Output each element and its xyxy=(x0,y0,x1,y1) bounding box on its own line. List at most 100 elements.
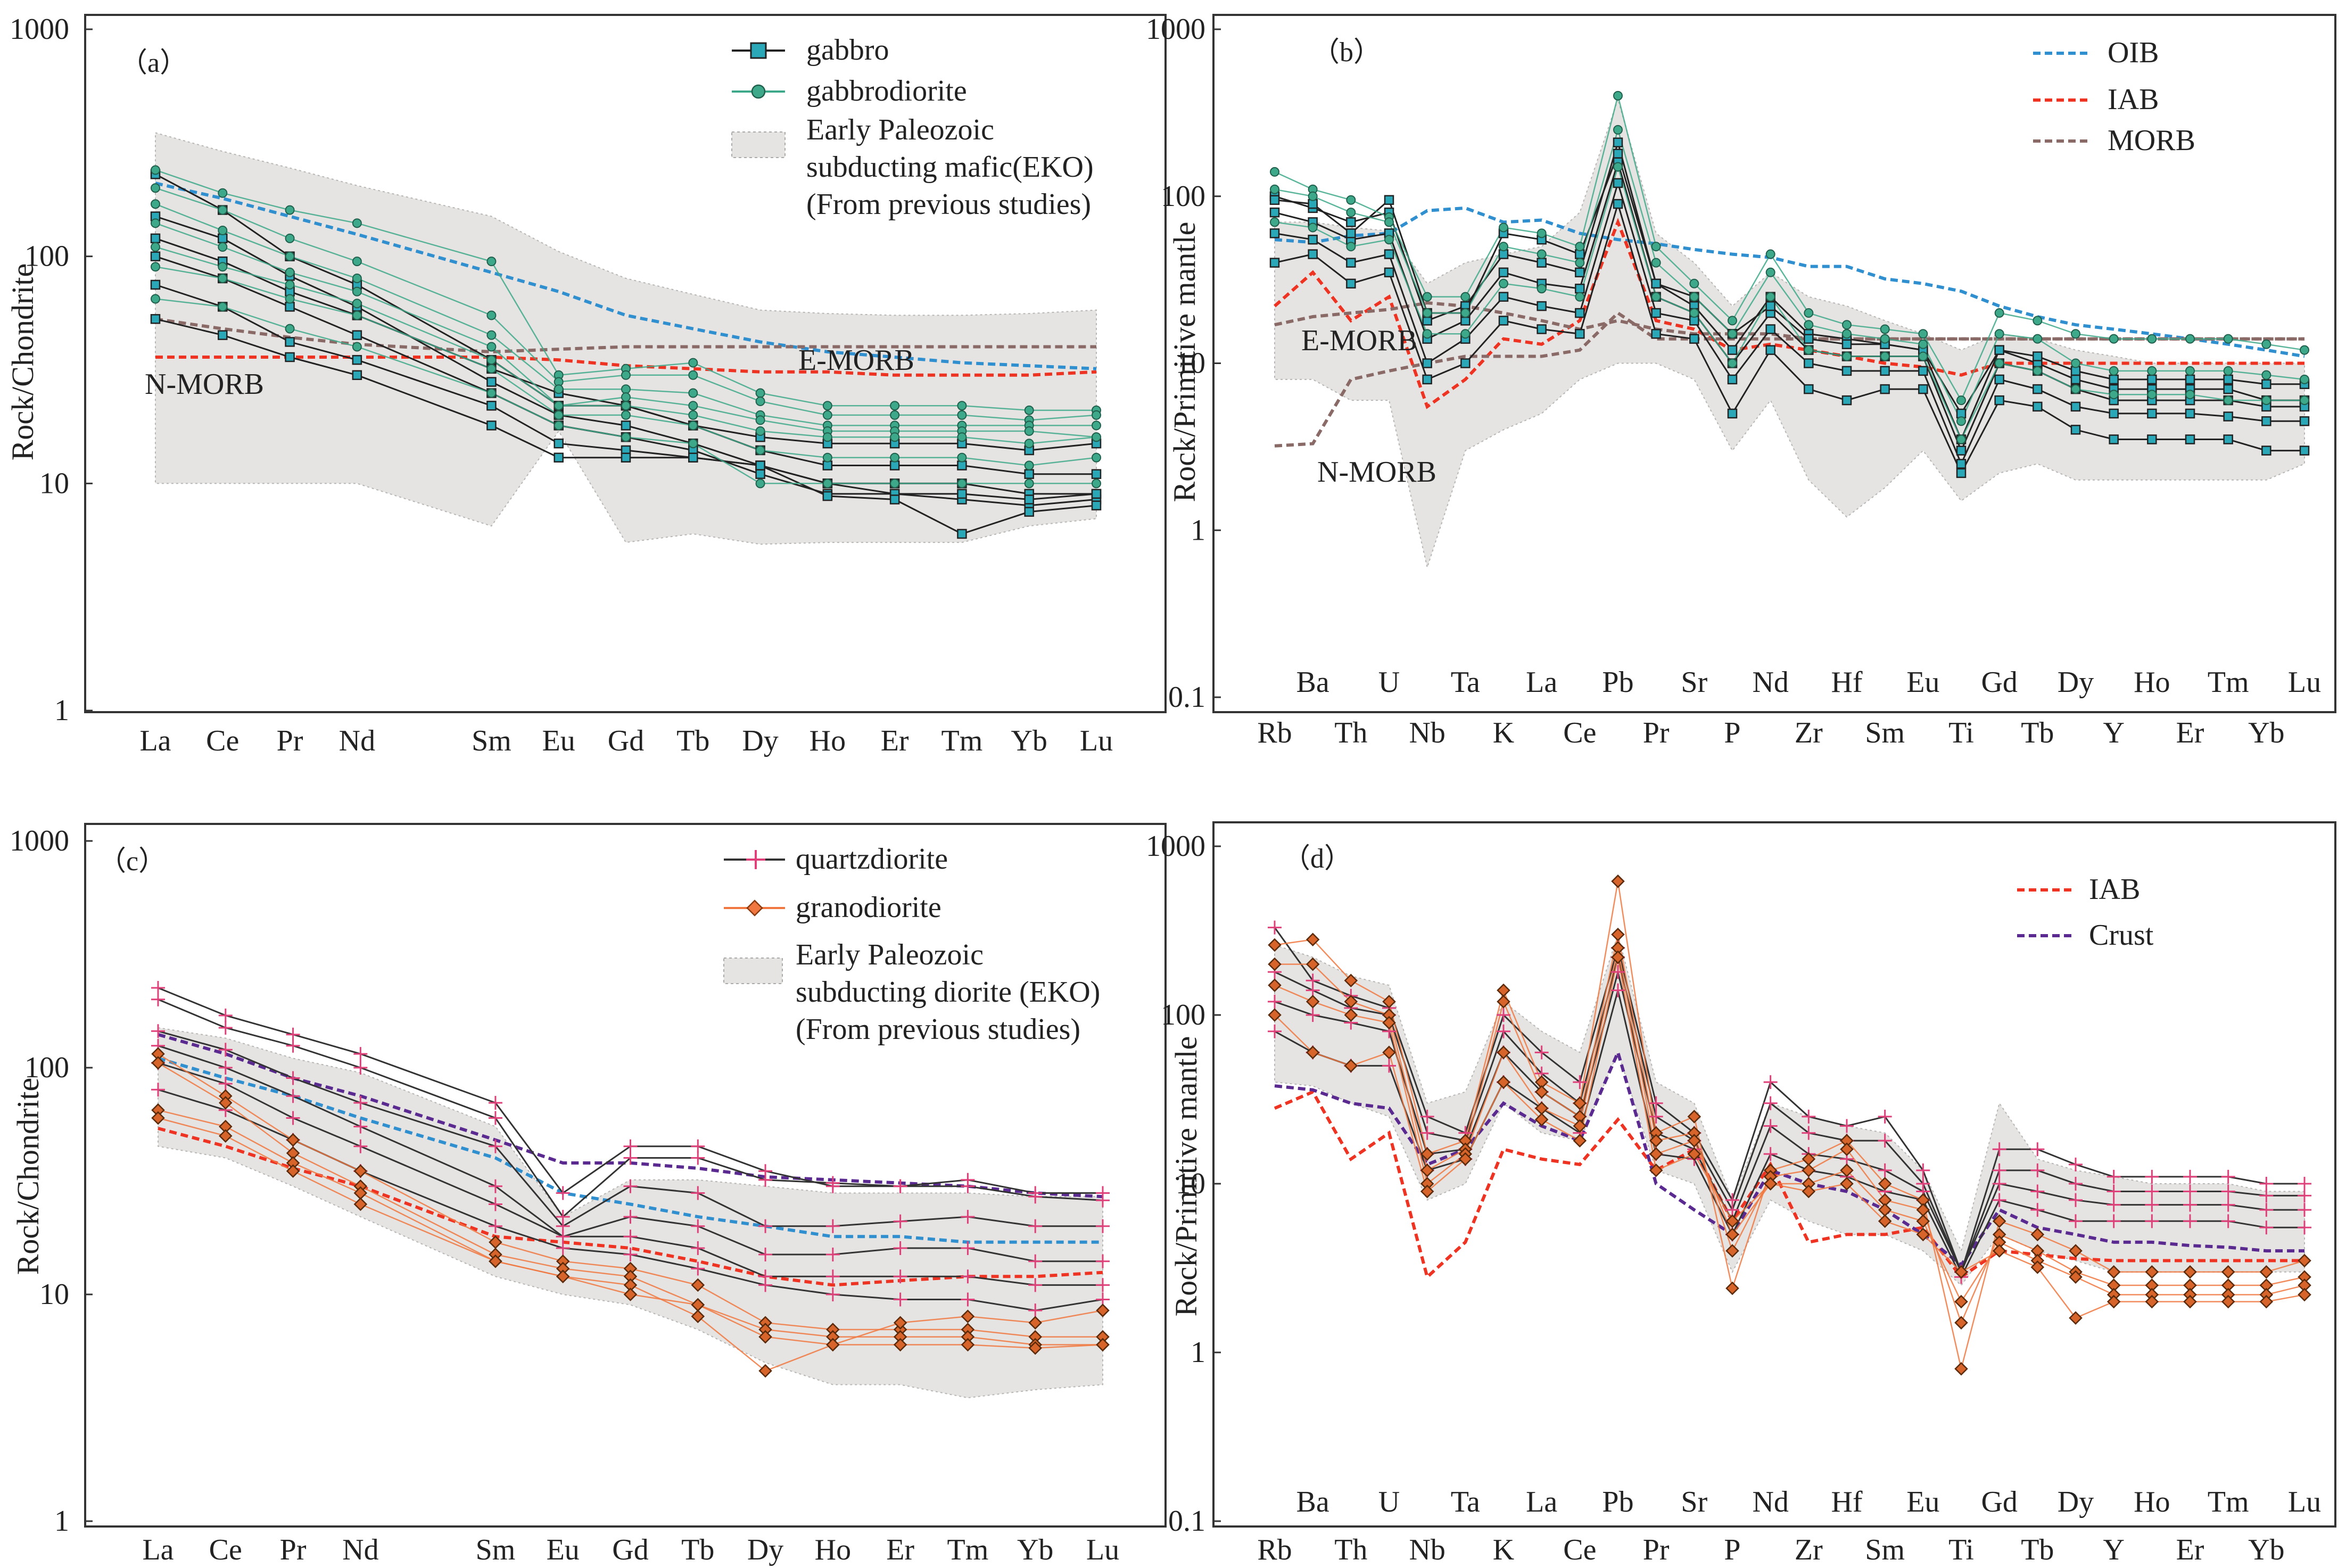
data-point-quartzdiorite xyxy=(353,1061,368,1075)
series-line-gabbro xyxy=(1274,201,2304,475)
y-tick-label: 1000 xyxy=(1146,13,1205,46)
y-tick-label: 100 xyxy=(24,240,69,273)
x-tick-label-bottom: Er xyxy=(2176,1533,2204,1566)
data-point-gabbrodiorite xyxy=(151,165,160,175)
data-point-quartzdiorite xyxy=(286,1038,300,1053)
data-point-gabbrodiorite xyxy=(2300,345,2309,355)
data-point-gabbro xyxy=(1384,267,1394,278)
data-point-gabbrodiorite xyxy=(285,233,295,243)
plot-frame xyxy=(84,14,1167,713)
data-point-granodiorite xyxy=(556,1269,570,1284)
data-point-granodiorite xyxy=(1534,1112,1549,1127)
x-tick-label-bottom: Ti xyxy=(1948,716,1974,749)
data-point-granodiorite xyxy=(1725,1214,1739,1228)
legend-field-line1: Early Paleozoic xyxy=(796,938,984,971)
x-tick-label-bottom: Rb xyxy=(1257,716,1292,749)
data-point-quartzdiorite xyxy=(1268,1024,1282,1038)
data-point-gabbrodiorite xyxy=(1537,284,1547,294)
data-point-gabbrodiorite xyxy=(1689,308,1699,318)
data-point-quartzdiorite xyxy=(556,1241,570,1256)
data-point-gabbro xyxy=(822,460,833,471)
x-tick-label-top: Sr xyxy=(1681,666,1707,699)
y-tick-label: 1000 xyxy=(10,13,69,46)
x-tick-label-bottom: P xyxy=(1724,716,1740,749)
data-point-granodiorite xyxy=(893,1338,907,1352)
data-point-gabbro xyxy=(1994,374,2004,385)
data-point-gabbrodiorite xyxy=(1956,434,1966,444)
data-point-granodiorite xyxy=(2298,1253,2311,1268)
data-point-gabbrodiorite xyxy=(1613,125,1623,135)
data-point-gabbro xyxy=(1575,329,1585,339)
data-point-gabbrodiorite xyxy=(822,410,832,420)
x-tick-label-top: Ta xyxy=(1451,1486,1480,1519)
series-line-gabbro xyxy=(155,318,1097,535)
data-point-granodiorite xyxy=(1306,957,1320,971)
data-point-gabbro xyxy=(1651,278,1661,289)
data-point-gabbrodiorite xyxy=(1765,249,1775,259)
data-point-granodiorite xyxy=(1687,1134,1701,1148)
data-point-quartzdiorite xyxy=(2069,1193,2083,1207)
data-point-gabbro xyxy=(1651,329,1661,339)
data-point-quartzdiorite xyxy=(353,1139,368,1153)
data-point-gabbro xyxy=(1269,195,1280,205)
legend-granodiorite-marker xyxy=(746,899,763,917)
x-tick-label-top: Ba xyxy=(1296,666,1329,699)
data-point-quartzdiorite xyxy=(1916,1163,1930,1177)
data-point-gabbrodiorite xyxy=(1804,320,1814,330)
series-line-gabbrodiorite xyxy=(155,298,1096,484)
data-point-quartzdiorite xyxy=(2107,1198,2121,1212)
data-point-quartzdiorite xyxy=(1028,1219,1043,1233)
data-point-gabbrodiorite xyxy=(1613,90,1623,101)
data-point-quartzdiorite xyxy=(1649,1109,1663,1124)
data-point-granodiorite xyxy=(2221,1294,2235,1309)
data-point-gabbrodiorite xyxy=(688,439,698,449)
data-point-quartzdiorite xyxy=(1306,1008,1320,1022)
series-line-quartzdiorite xyxy=(158,1062,1103,1286)
data-point-gabbrodiorite xyxy=(1092,432,1101,442)
reference-line-e-morb xyxy=(158,1057,1103,1244)
data-point-gabbrodiorite xyxy=(151,199,160,209)
data-point-gabbro xyxy=(957,529,967,539)
reference-line-crust xyxy=(1274,1047,2304,1267)
data-point-quartzdiorite xyxy=(758,1278,773,1292)
data-point-gabbrodiorite xyxy=(1460,329,1471,339)
series-line-gabbrodiorite xyxy=(155,187,1097,421)
x-tick-label-bottom: Nb xyxy=(1409,716,1445,749)
data-point-quartzdiorite xyxy=(1028,1303,1043,1318)
data-point-quartzdiorite xyxy=(1992,1163,2006,1177)
data-point-gabbro xyxy=(1651,308,1661,318)
data-point-gabbrodiorite xyxy=(890,452,900,463)
data-point-gabbrodiorite xyxy=(352,342,362,352)
series-line-granodiorite xyxy=(1274,957,2305,1319)
data-point-quartzdiorite xyxy=(2298,1203,2311,1217)
data-point-gabbro xyxy=(2185,408,2195,419)
data-point-quartzdiorite xyxy=(218,1008,233,1022)
data-point-gabbrodiorite xyxy=(486,388,497,398)
data-point-gabbro xyxy=(1613,137,1623,147)
data-point-granodiorite xyxy=(1268,957,1282,971)
data-point-gabbro xyxy=(1460,358,1471,368)
data-point-granodiorite xyxy=(1306,1045,1320,1060)
data-point-gabbrodiorite xyxy=(218,262,228,272)
data-point-gabbrodiorite xyxy=(285,267,295,277)
data-point-gabbrodiorite xyxy=(352,286,362,296)
data-point-granodiorite xyxy=(1649,1147,1663,1161)
y-tick-label: 1 xyxy=(1191,514,1205,547)
data-point-gabbrodiorite xyxy=(957,410,967,420)
data-point-gabbrodiorite xyxy=(352,299,362,309)
x-tick-label-top: Sr xyxy=(1681,1486,1707,1519)
data-point-quartzdiorite xyxy=(1420,1109,1434,1124)
data-point-gabbrodiorite xyxy=(2147,366,2157,376)
data-point-gabbrodiorite xyxy=(486,257,497,267)
data-point-gabbro xyxy=(2261,445,2271,456)
data-point-granodiorite xyxy=(1687,1147,1701,1161)
data-point-gabbrodiorite xyxy=(1024,405,1034,415)
data-point-quartzdiorite xyxy=(1763,1147,1778,1161)
data-point-granodiorite xyxy=(758,1330,772,1344)
data-point-granodiorite xyxy=(1878,1214,1892,1228)
data-point-gabbrodiorite xyxy=(1804,308,1814,318)
data-point-quartzdiorite xyxy=(151,1083,165,1097)
data-point-gabbro xyxy=(285,302,295,312)
data-point-granodiorite xyxy=(1306,995,1320,1009)
x-tick-label-top: Pb xyxy=(1602,1486,1633,1519)
